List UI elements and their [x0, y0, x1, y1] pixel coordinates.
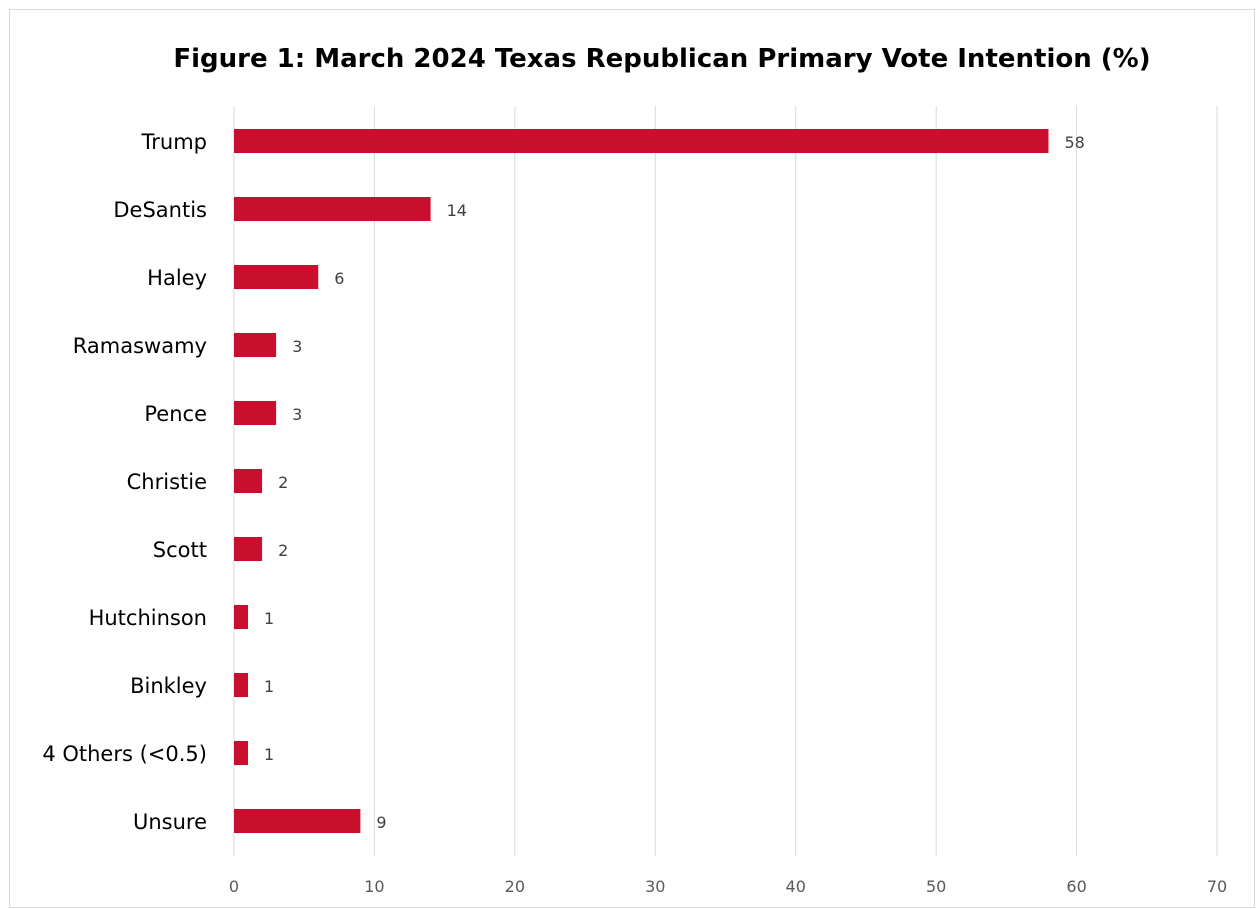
data-label: 2: [278, 541, 288, 560]
bar: [234, 197, 431, 221]
x-tick-label: 0: [229, 877, 239, 896]
data-label: 3: [292, 405, 302, 424]
x-tick-label: 10: [364, 877, 384, 896]
category-label: Binkley: [130, 674, 207, 698]
data-label: 1: [264, 745, 274, 764]
x-tick-label: 30: [645, 877, 665, 896]
data-label: 1: [264, 609, 274, 628]
category-label: Trump: [141, 130, 207, 154]
category-label: Christie: [127, 470, 207, 494]
x-tick-label: 70: [1207, 877, 1227, 896]
data-label: 9: [376, 813, 386, 832]
chart-title: Figure 1: March 2024 Texas Republican Pr…: [173, 44, 1150, 74]
category-label: Scott: [153, 538, 207, 562]
category-label: Haley: [147, 266, 207, 290]
bar: [234, 469, 263, 493]
bar: [234, 401, 277, 425]
x-tick-label: 40: [786, 877, 806, 896]
bar: [234, 129, 1049, 153]
bar-layer: [234, 129, 1049, 833]
category-label: Hutchinson: [89, 606, 207, 630]
bar: [234, 809, 361, 833]
bar: [234, 605, 249, 629]
category-label: Unsure: [133, 810, 207, 834]
bar: [234, 673, 249, 697]
x-tick-label: 20: [505, 877, 525, 896]
label-layer: Trump 58 DeSantis 14 Haley 6 Ramaswamy 3 Pence 3 C…: [42, 130, 1085, 834]
x-axis: 0 10 20 30 40 50 60 70: [229, 877, 1227, 896]
bar: [234, 537, 263, 561]
bar: [234, 333, 277, 357]
grid-layer: [233, 106, 1218, 856]
category-label: Ramaswamy: [73, 334, 207, 358]
data-label: 14: [447, 201, 467, 220]
data-label: 58: [1064, 133, 1084, 152]
data-label: 2: [278, 473, 288, 492]
category-label: DeSantis: [113, 198, 207, 222]
data-label: 1: [264, 677, 274, 696]
category-label: 4 Others (<0.5): [42, 742, 207, 766]
category-label: Pence: [144, 402, 207, 426]
bar: [234, 741, 249, 765]
x-tick-label: 50: [926, 877, 946, 896]
chart-frame: [9, 9, 1255, 908]
x-tick-label: 60: [1066, 877, 1086, 896]
data-label: 3: [292, 337, 302, 356]
bar: [234, 265, 319, 289]
data-label: 6: [334, 269, 344, 288]
